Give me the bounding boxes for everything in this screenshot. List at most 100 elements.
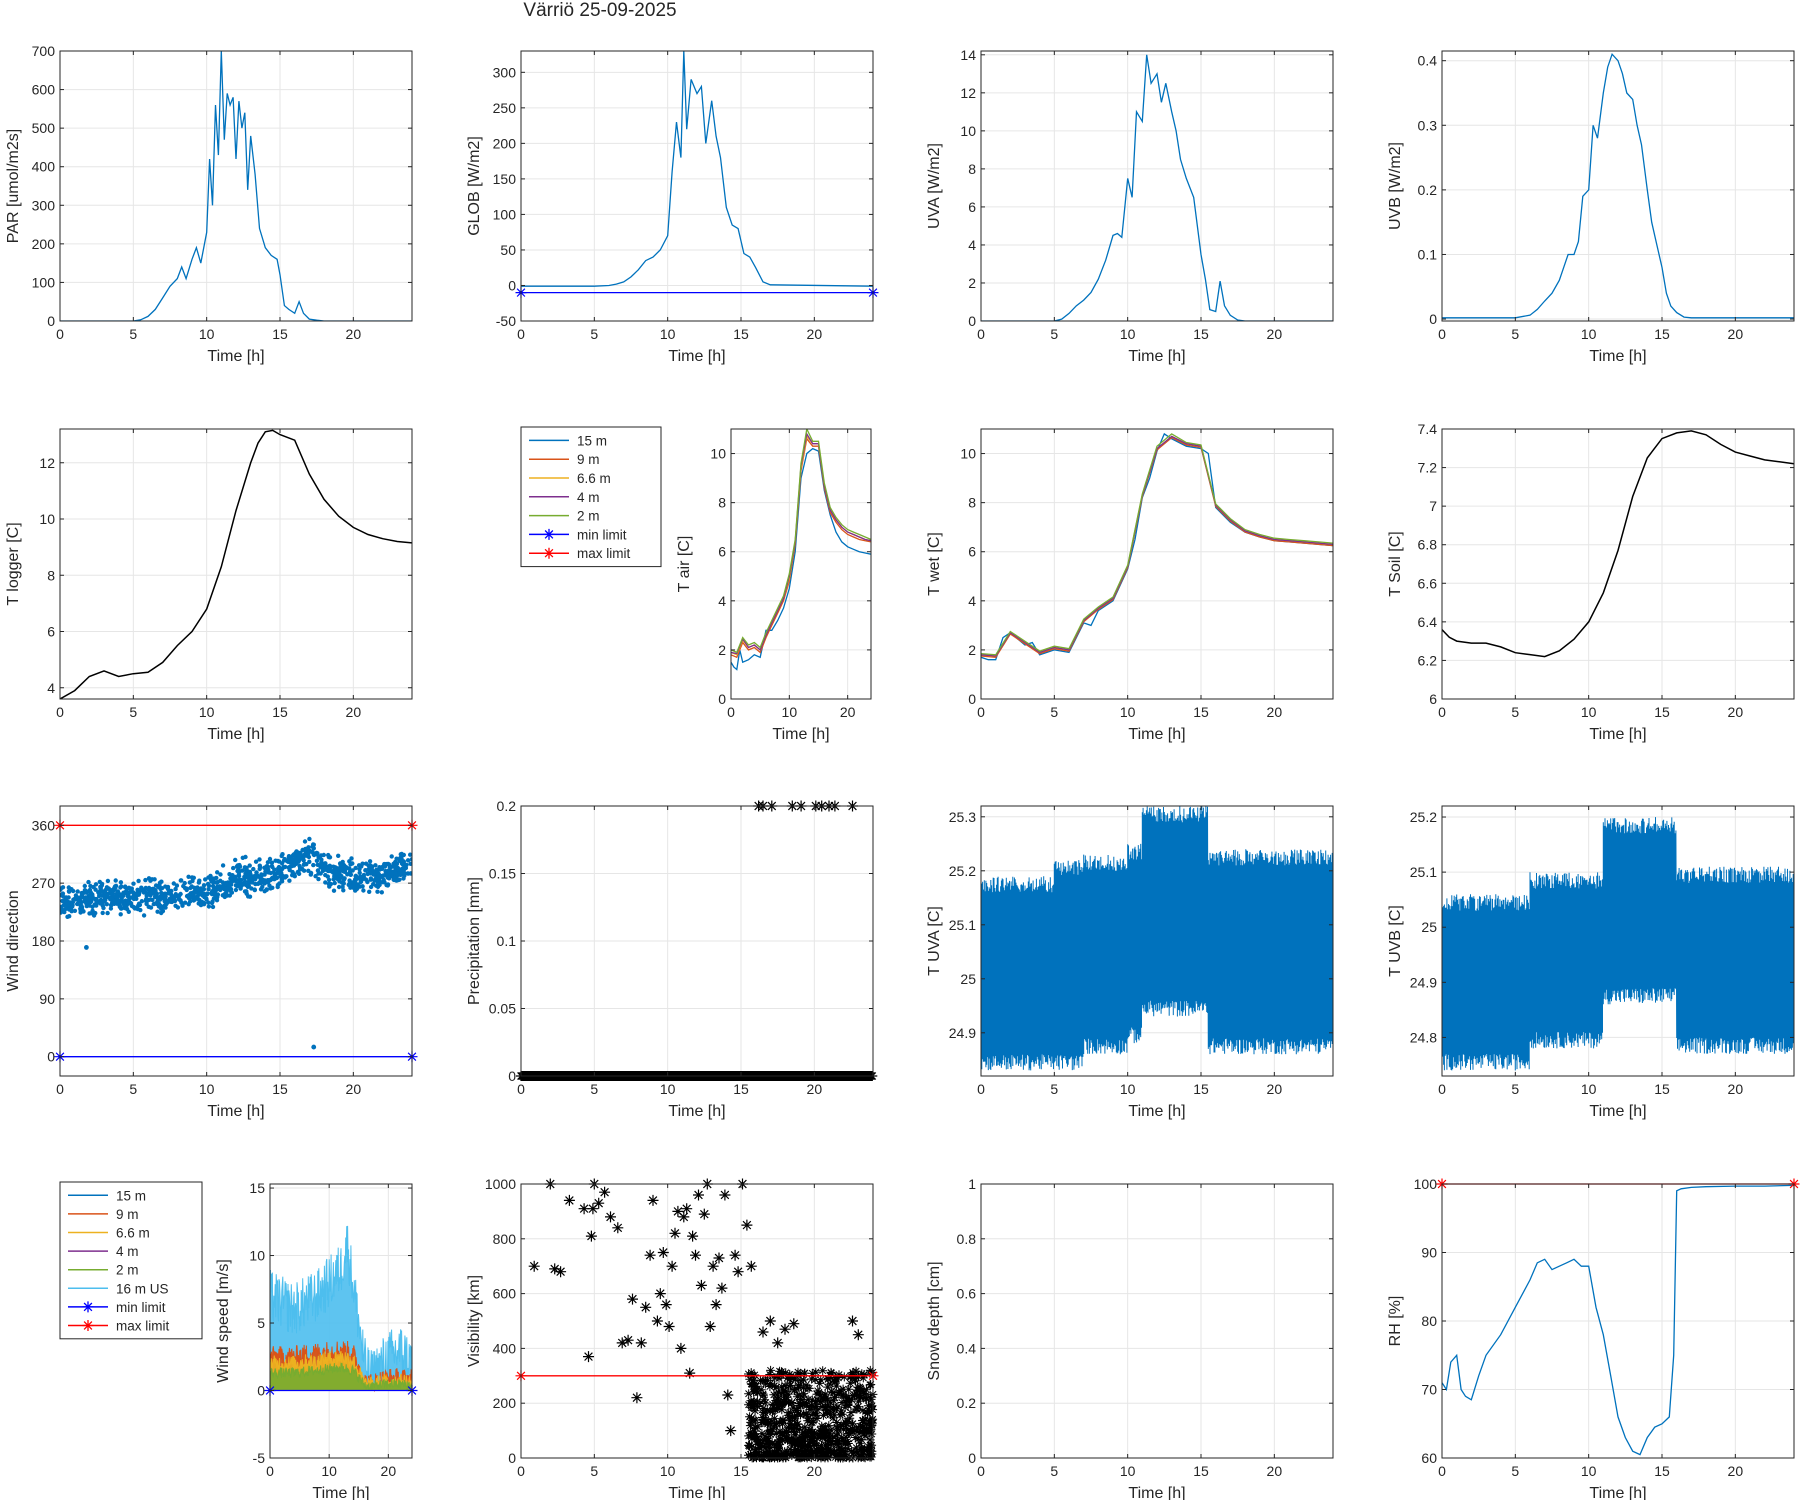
plot-area (521, 1184, 873, 1458)
grid (981, 51, 1333, 321)
data-point (156, 901, 162, 907)
data-point (173, 886, 178, 892)
series-line (981, 54, 1333, 321)
data-point (139, 899, 145, 904)
data-point (528, 1260, 540, 1272)
data-point (163, 905, 168, 910)
data-point (377, 882, 382, 888)
data-point (695, 1279, 707, 1291)
y-tick-label: 6 (718, 544, 726, 560)
data-point (125, 899, 130, 905)
y-tick-label: 0 (718, 691, 726, 707)
ticks (980, 1183, 1333, 1459)
data-point (204, 897, 209, 902)
data-point (265, 869, 270, 875)
data-point (228, 888, 233, 894)
chart-tuvb: 0 5 10 15 20 24.8 24.9 25 25.1 25.2 Time [h] T UVB … (1387, 805, 1795, 1120)
y-tick-label: 10 (960, 446, 976, 462)
data-point (168, 891, 174, 897)
data-point (409, 857, 412, 862)
data-point (368, 884, 374, 890)
chart-tlogger: 0 5 10 15 20 4 6 8 10 12 Time [h] T logger [C] (5, 428, 413, 743)
data-point (174, 883, 180, 888)
data-point (311, 846, 316, 851)
data-point (745, 1260, 757, 1272)
chart-uva: 0 5 10 15 20 0 2 4 6 8 10 12 14 Time [h] UVA [W/m2] (926, 47, 1334, 365)
x-tick-label: 15 (1654, 1463, 1670, 1479)
data-point (201, 883, 207, 888)
data-point (173, 903, 178, 908)
x-tick-label: 0 (977, 326, 985, 342)
x-axis-label: Time [h] (1589, 1103, 1646, 1120)
y-tick-label: 0 (1429, 311, 1437, 327)
data-point (719, 1189, 731, 1201)
data-point (163, 884, 168, 889)
data-point (725, 1425, 737, 1437)
data-point (222, 886, 228, 891)
chart-uvb: 0 5 10 15 20 0 0.1 0.2 0.3 0.4 Time [h] UVB [W/m2] (1387, 50, 1795, 365)
data-point (401, 859, 406, 864)
data-point (277, 881, 282, 886)
data-point (79, 899, 84, 905)
data-point (295, 850, 301, 855)
data-point (265, 878, 270, 883)
grid (731, 429, 871, 699)
data-point (172, 898, 178, 904)
data-point (599, 1186, 611, 1198)
x-tick-label: 20 (1267, 704, 1283, 720)
y-tick-label: 2 (968, 275, 976, 291)
y-tick-label: 250 (493, 100, 517, 116)
data-point (351, 880, 356, 885)
data-point (176, 896, 182, 901)
y-tick-label: 24.9 (1410, 974, 1437, 990)
data-point (143, 877, 148, 883)
data-point (273, 858, 278, 863)
y-axis-label: RH [%] (1387, 1296, 1404, 1347)
x-tick-label: 5 (1050, 1081, 1058, 1097)
data-point (171, 881, 176, 886)
chart-tair: 0 10 20 0 2 4 6 8 10 Time [h] T air [C] (676, 428, 872, 743)
data-point (374, 883, 379, 888)
series-line (981, 435, 1333, 657)
grid (1442, 1184, 1794, 1458)
data-point (190, 878, 195, 884)
data-point (654, 1288, 666, 1300)
y-tick-label: 0.2 (957, 1395, 977, 1411)
data-point (732, 1266, 744, 1278)
data-layer (521, 51, 873, 287)
plot-area (1442, 51, 1794, 321)
data-point (663, 1321, 675, 1332)
data-point (80, 895, 86, 900)
legend-entry-label: 15 m (116, 1188, 146, 1203)
data-point (252, 887, 257, 892)
y-tick-label: 25.1 (949, 917, 976, 933)
ticks (1441, 428, 1794, 700)
data-point (218, 872, 223, 877)
axes-box (1441, 805, 1795, 1077)
data-point (228, 880, 233, 885)
y-tick-label: 6 (1429, 691, 1437, 707)
x-tick-label: 10 (199, 704, 215, 720)
y-axis-label: T wet [C] (926, 532, 943, 596)
data-point (301, 868, 307, 873)
data-point (194, 895, 200, 901)
ticks (980, 51, 1333, 322)
data-point (612, 1222, 624, 1234)
data-point (306, 845, 311, 850)
data-point (117, 904, 123, 909)
data-point (367, 859, 373, 864)
legend-marker (82, 1301, 94, 1313)
data-point (346, 866, 351, 871)
y-tick-label: 0.3 (1418, 117, 1438, 133)
y-tick-label: -50 (496, 313, 516, 329)
y-tick-label: 4 (968, 593, 976, 609)
data-point (386, 876, 392, 881)
y-tick-label: 0 (47, 1049, 55, 1065)
y-tick-label: 100 (32, 274, 56, 290)
y-axis-label: PAR [umol/m2s] (5, 129, 22, 243)
chart-snow: 0 5 10 15 20 0 0.2 0.4 0.6 0.8 1 Time [h] Snow depth… (926, 1176, 1334, 1500)
data-point (587, 1203, 599, 1215)
x-tick-label: 5 (129, 326, 137, 342)
data-point (279, 877, 284, 882)
